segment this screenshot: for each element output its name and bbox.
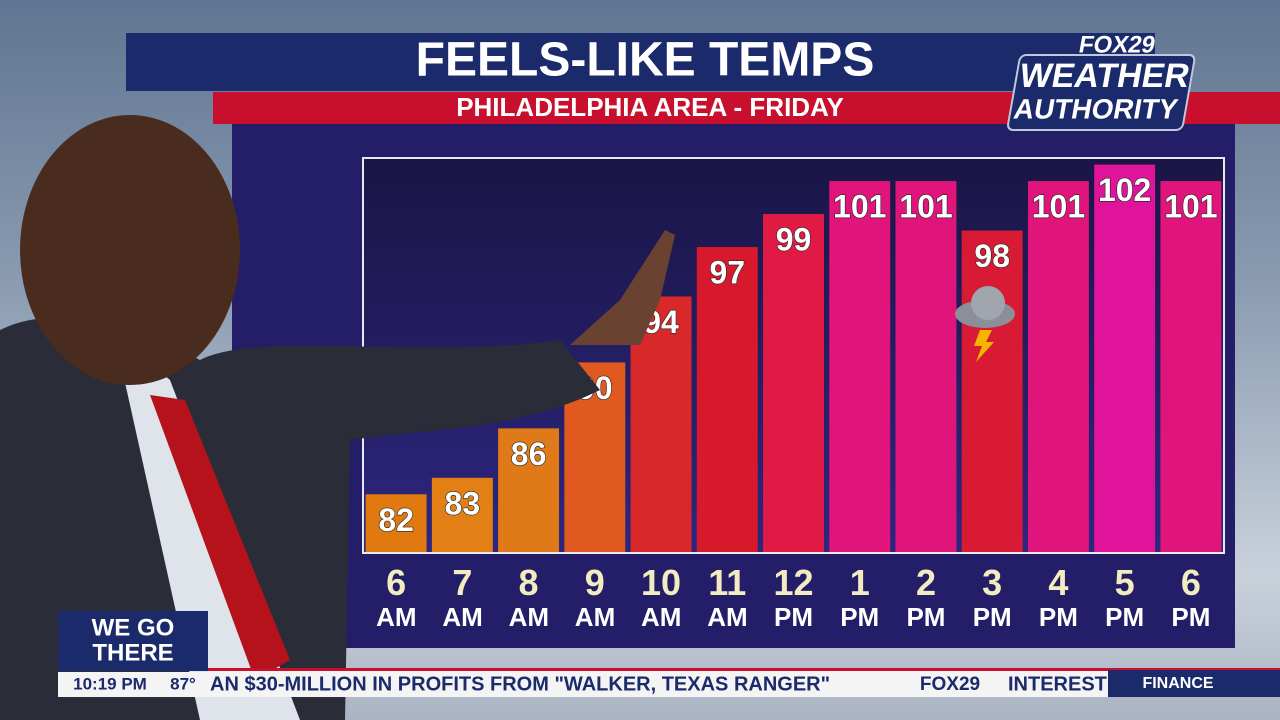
logo-box: [1007, 54, 1196, 131]
ticker-headline: AN $30-MILLION IN PROFITS FROM "WALKER, …: [210, 673, 830, 695]
x-tick-label: 6 PM: [1171, 562, 1211, 633]
clock-temp: 87°: [170, 674, 196, 693]
x-tick-label: 2 PM: [906, 562, 946, 633]
x-tick-label: 5 PM: [1105, 562, 1145, 633]
ticker-section-box: [1108, 670, 1280, 697]
x-tick-label: 12 PM: [773, 562, 814, 633]
logo-line1: WEATHER: [1017, 57, 1193, 95]
clock-time: 10:19 PM: [73, 674, 147, 693]
value-label: 97: [709, 254, 745, 290]
logo: FOX29 WEATHER AUTHORITY: [1007, 32, 1196, 131]
x-tick-label: 10 AM: [641, 562, 682, 633]
value-label: 102: [1098, 172, 1151, 208]
ticker-bar: [208, 668, 1280, 697]
bar: [961, 230, 1023, 552]
bar: [763, 214, 824, 552]
bar: [1160, 181, 1222, 552]
storm-icon: [955, 286, 1015, 362]
bolt: [974, 330, 994, 362]
cloud: [971, 286, 1005, 320]
x-tick-label: 7 AM: [442, 562, 483, 633]
head: [20, 115, 240, 385]
ticker-section: FINANCE: [1142, 675, 1213, 692]
title-bar: [126, 33, 1155, 91]
x-tick-label: 4 PM: [1038, 562, 1078, 633]
value-label: 101: [833, 189, 886, 225]
x-tick-label: 11 AM: [707, 562, 748, 633]
tag-box: [58, 611, 208, 671]
value-label: 86: [511, 436, 547, 472]
x-tick-label: 1 PM: [840, 562, 880, 633]
ticker-item: INTEREST: [1008, 673, 1107, 695]
chart-subtitle: PHILADELPHIA AREA - FRIDAY: [456, 92, 844, 122]
value-label: 99: [776, 222, 812, 258]
logo-station: FOX29: [1077, 32, 1158, 59]
x-tick-label: 8 AM: [508, 562, 549, 633]
tie: [150, 395, 290, 680]
ticker-station: FOX29: [920, 674, 980, 695]
value-label: 101: [1164, 189, 1217, 225]
tag-line1: WE GO: [92, 614, 175, 641]
x-tick-label: 6 AM: [376, 562, 417, 633]
bar: [498, 428, 560, 552]
hand: [570, 230, 675, 345]
bar: [895, 181, 957, 552]
value-label: 101: [899, 189, 952, 225]
tag-line2: THERE: [92, 639, 173, 666]
value-label: 98: [974, 238, 1010, 274]
value-label: 83: [445, 485, 481, 521]
value-label: 82: [378, 502, 414, 538]
bar: [1027, 181, 1089, 552]
bar: [365, 494, 427, 552]
logo-line2: AUTHORITY: [1011, 93, 1180, 125]
x-tick-label: 9 AM: [574, 562, 616, 633]
value-label: 101: [1032, 189, 1085, 225]
x-tick-label: 3 PM: [972, 562, 1012, 633]
ticker-stripe: [208, 668, 1280, 671]
chart-title: FEELS-LIKE TEMPS: [416, 34, 875, 87]
bars: 8283869094979910110198101102101: [365, 164, 1222, 552]
clock-box: [58, 672, 208, 697]
bar: [829, 181, 891, 552]
bar: [696, 247, 758, 552]
bar: [431, 477, 493, 552]
bar: [1094, 164, 1156, 552]
